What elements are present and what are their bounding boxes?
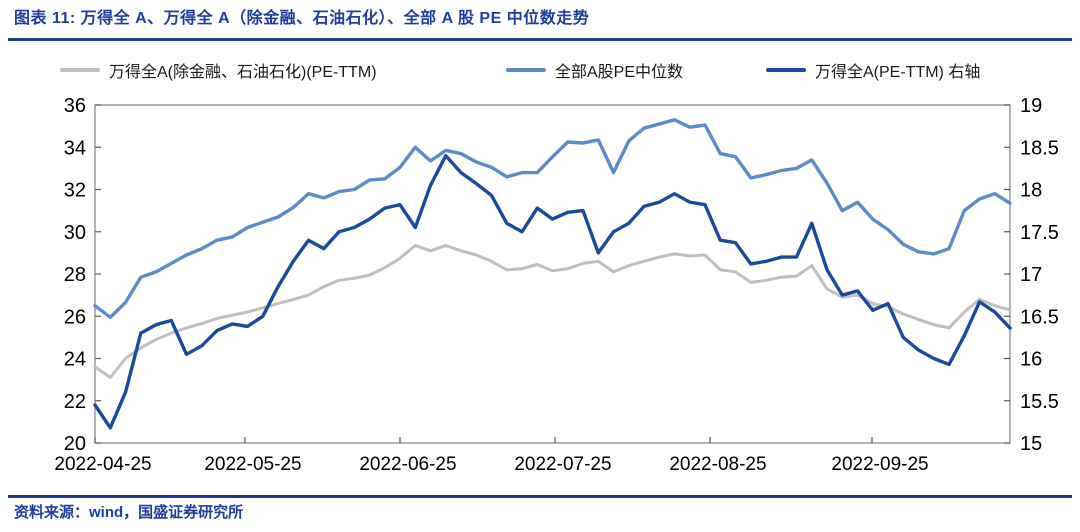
legend-label: 万得全A(PE-TTM) 右轴 — [815, 64, 981, 81]
legend-label: 全部A股PE中位数 — [555, 64, 684, 81]
x-axis-tick-label: 2022-04-25 — [54, 454, 151, 475]
chart-legend: 万得全A(除金融、石油石化)(PE-TTM) 全部A股PE中位数 万得全A(PE… — [0, 58, 1080, 82]
right-axis-tick-label: 19 — [1020, 95, 1042, 117]
x-axis-tick-label: 2022-08-25 — [669, 454, 766, 475]
legend-line-swatch-gray — [60, 68, 100, 72]
footer-divider — [8, 495, 1072, 498]
legend-item-gray-series: 万得全A(除金融、石油石化)(PE-TTM) — [60, 58, 377, 82]
series-line-left-gray — [93, 244, 1012, 379]
left-axis-tick-label: 30 — [64, 222, 86, 244]
left-axis-tick-label: 20 — [64, 433, 86, 455]
left-axis-tick-label: 26 — [64, 306, 86, 328]
series-line-left — [93, 118, 1012, 319]
x-axis-tick-label: 2022-06-25 — [359, 454, 456, 475]
left-axis-tick-label: 36 — [64, 95, 86, 117]
series-line-right — [93, 153, 1012, 430]
left-axis-tick-label: 22 — [64, 391, 86, 413]
right-axis-tick-label: 16 — [1020, 349, 1042, 371]
left-axis-tick-label: 32 — [64, 180, 86, 202]
left-axis-tick-label: 24 — [64, 349, 86, 371]
right-axis-tick-label: 17.5 — [1020, 222, 1059, 244]
legend-label: 万得全A(除金融、石油石化)(PE-TTM) — [109, 64, 377, 81]
right-axis-tick-label: 15.5 — [1020, 391, 1059, 413]
legend-item-light-blue-series: 全部A股PE中位数 — [506, 58, 683, 82]
legend-line-swatch-light-blue — [506, 68, 546, 72]
right-axis-tick-label: 18 — [1020, 180, 1042, 202]
right-axis-tick-label: 15 — [1020, 433, 1042, 455]
right-axis-tick-label: 16.5 — [1020, 306, 1059, 328]
source-note: 资料来源：wind，国盛证券研究所 — [14, 504, 244, 521]
right-axis-tick-label: 18.5 — [1020, 137, 1059, 159]
legend-line-swatch-dark-blue — [766, 68, 806, 72]
x-axis-tick-label: 2022-07-25 — [514, 454, 611, 475]
legend-item-dark-blue-series: 万得全A(PE-TTM) 右轴 — [766, 58, 980, 82]
x-axis-tick-label: 2022-09-25 — [831, 454, 928, 475]
left-axis-tick-label: 28 — [64, 264, 86, 286]
x-axis-tick-label: 2022-05-25 — [204, 454, 301, 475]
figure-title: 图表 11: 万得全 A、万得全 A（除金融、石油石化）、全部 A 股 PE 中… — [14, 10, 590, 27]
title-divider — [8, 38, 1072, 41]
right-axis-tick-label: 17 — [1020, 264, 1042, 286]
left-axis-tick-label: 34 — [64, 137, 86, 159]
